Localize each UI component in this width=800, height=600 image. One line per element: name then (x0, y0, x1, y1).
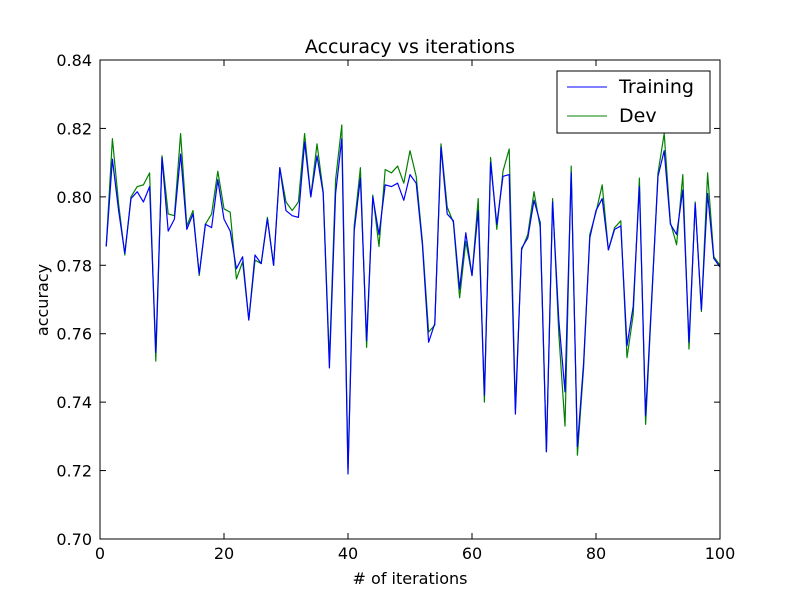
y-tick-label: 0.76 (56, 325, 92, 344)
x-tick-label: 40 (338, 544, 358, 563)
y-tick-label: 0.74 (56, 393, 92, 412)
chart-title: Accuracy vs iterations (305, 36, 515, 58)
y-tick-label: 0.78 (56, 256, 92, 275)
x-tick-label: 0 (95, 544, 105, 563)
axis-ticks (99, 59, 721, 540)
legend-box (556, 70, 711, 134)
y-tick-label: 0.82 (56, 119, 92, 138)
y-axis-label: accuracy (33, 264, 52, 336)
x-tick-label: 100 (705, 544, 736, 563)
x-tick-label: 60 (462, 544, 482, 563)
legend-label-training: Training (618, 76, 694, 98)
legend: Training Dev (556, 70, 711, 134)
axis-tick-labels: 0 20 40 60 80 100 0.70 0.72 0.74 0.76 0.78 0.80 0.82… (56, 51, 735, 563)
series-line-training (105, 138, 721, 475)
y-tick-label: 0.70 (56, 530, 92, 549)
y-tick-label: 0.80 (56, 188, 92, 207)
y-tick-label: 0.72 (56, 462, 92, 481)
x-tick-label: 80 (586, 544, 606, 563)
plot-area-frame (99, 59, 721, 540)
legend-label-dev: Dev (619, 105, 657, 127)
x-axis-label: # of iterations (353, 569, 468, 588)
y-tick-label: 0.84 (56, 51, 92, 70)
series-line-dev (105, 124, 721, 470)
series-lines (105, 124, 721, 475)
x-tick-label: 20 (214, 544, 234, 563)
